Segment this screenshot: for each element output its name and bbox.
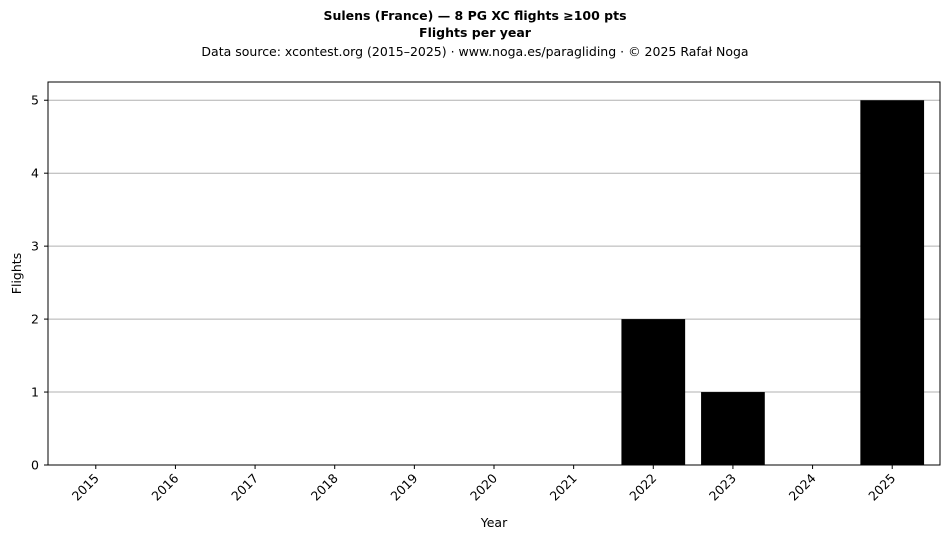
x-tick-label: 2025 [865, 471, 898, 504]
y-axis-label: Flights [9, 253, 24, 294]
bar-2023 [701, 392, 765, 465]
x-axis-ticks: 2015 2016 2017 2018 2019 2020 2021 2022 2023 2024… [69, 465, 898, 504]
grid-lines [48, 99, 940, 466]
x-tick-label: 2023 [706, 471, 739, 504]
x-tick-label: 2024 [786, 470, 819, 503]
y-tick-label: 2 [31, 312, 39, 327]
x-tick-label: 2016 [148, 470, 181, 503]
plot-area-frame [47, 81, 941, 466]
y-tick-label: 3 [31, 239, 39, 254]
x-tick-label: 2019 [387, 470, 420, 503]
x-tick-label: 2018 [308, 470, 341, 503]
x-tick-label: 2020 [467, 470, 500, 503]
y-tick-label: 0 [31, 458, 39, 473]
chart-subtitle: Flights per year [419, 25, 532, 40]
bar-2022 [621, 319, 686, 465]
x-tick-label: 2021 [547, 471, 580, 504]
source-note: Data source: xcontest.org (2015–2025) · … [201, 44, 748, 59]
bars [621, 100, 925, 465]
y-tick-label: 4 [31, 166, 39, 181]
x-tick-label: 2015 [69, 471, 102, 504]
x-tick-label: 2022 [626, 471, 659, 504]
bar-2025 [860, 100, 925, 465]
y-axis-ticks: 0 1 2 3 4 5 [31, 93, 48, 473]
x-tick-label: 2017 [228, 471, 261, 504]
y-tick-label: 1 [31, 385, 39, 400]
y-tick-label: 5 [31, 93, 39, 108]
chart-title: Sulens (France) — 8 PG XC flights ≥100 p… [323, 8, 626, 23]
x-axis-label: Year [480, 515, 508, 530]
